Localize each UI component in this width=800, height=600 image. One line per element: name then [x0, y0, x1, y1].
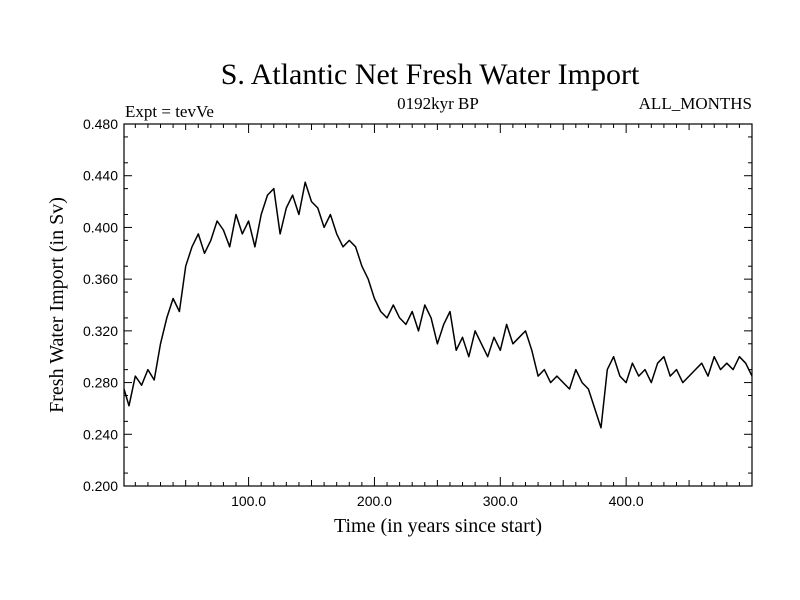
y-axis-label: Fresh Water Import (in Sv): [46, 197, 68, 413]
y-tick-label: 0.200: [83, 478, 118, 494]
x-tick-label: 100.0: [231, 493, 266, 509]
chart-title: S. Atlantic Net Fresh Water Import: [221, 58, 640, 91]
chart-subtitle-right: ALL_MONTHS: [639, 94, 752, 113]
y-tick-label: 0.360: [83, 271, 118, 287]
x-axis-label: Time (in years since start): [334, 515, 542, 537]
x-tick-label: 400.0: [609, 493, 644, 509]
y-tick-label: 0.400: [83, 219, 118, 235]
x-tick-label: 300.0: [483, 493, 518, 509]
x-tick-label: 200.0: [357, 493, 392, 509]
y-tick-label: 0.320: [83, 323, 118, 339]
y-tick-label: 0.480: [83, 116, 118, 132]
y-tick-label: 0.280: [83, 375, 118, 391]
plot-frame: [123, 123, 753, 487]
fresh-water-import-line: [123, 181, 753, 429]
chart-subtitle-left: Expt = tevVe: [125, 102, 214, 121]
y-tick-label: 0.240: [83, 426, 118, 442]
x-axis: 100.0 200.0 300.0 400.0: [134, 124, 740, 509]
y-axis: 0.200 0.240 0.280 0.320 0.360 0.400 0.440 0.480: [83, 116, 752, 494]
y-tick-label: 0.440: [83, 168, 118, 184]
chart-subtitle-center: 0192kyr BP: [397, 94, 479, 113]
